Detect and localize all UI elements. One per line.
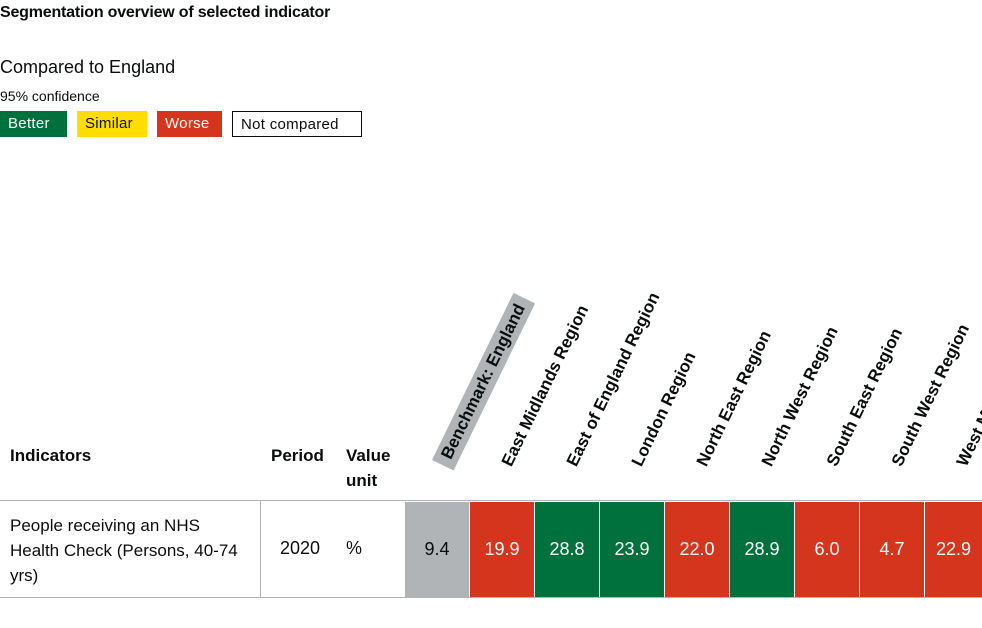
header-period: Period xyxy=(271,446,324,465)
table-row xyxy=(0,500,982,598)
value-cell-south-east[interactable]: 6.0 xyxy=(795,502,859,597)
header-indicators: Indicators xyxy=(10,446,92,465)
value-cell-east-of-england[interactable]: 28.8 xyxy=(535,502,599,597)
indicator-name[interactable]: People receiving an NHS Health Check (Pe… xyxy=(10,516,238,585)
value-cell-north-west[interactable]: 28.9 xyxy=(730,502,794,597)
legend: Better Similar Worse Not compared xyxy=(0,111,362,137)
legend-better: Better xyxy=(0,111,67,137)
indicator-unit: % xyxy=(346,538,363,558)
indicator-period: 2020 xyxy=(280,538,321,558)
page-title: Segmentation overview of selected indica… xyxy=(0,4,331,21)
column-header-london: London Region xyxy=(627,348,700,470)
header-value-unit: Value unit xyxy=(346,446,391,490)
value-cell-benchmark: 9.4 xyxy=(405,502,469,597)
legend-similar: Similar xyxy=(77,111,147,137)
value-cell-london[interactable]: 23.9 xyxy=(600,502,664,597)
value-cell-north-east[interactable]: 22.0 xyxy=(665,502,729,597)
value-cell-west-midlands[interactable]: 22.9 xyxy=(925,502,982,597)
legend-worse: Worse xyxy=(157,111,222,137)
value-cell-east-midlands[interactable]: 19.9 xyxy=(470,502,534,597)
column-divider xyxy=(260,500,261,598)
legend-not-compared: Not compared xyxy=(232,111,362,137)
value-cell-south-west[interactable]: 4.7 xyxy=(860,502,924,597)
comparison-label: Compared to England xyxy=(0,57,176,77)
confidence-label: 95% confidence xyxy=(0,88,100,104)
